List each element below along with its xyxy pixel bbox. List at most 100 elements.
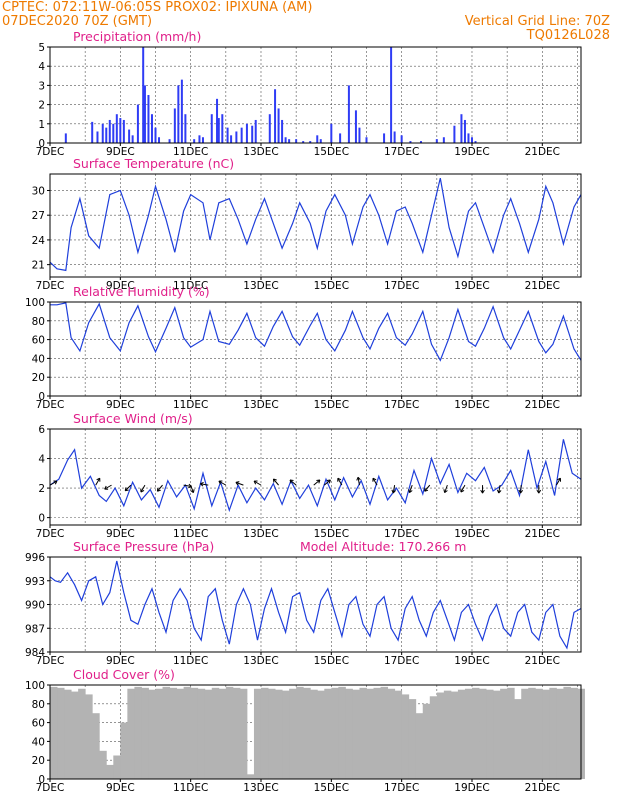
wind-vector (372, 477, 378, 486)
temp-panel: 21 24 27 30 7DEC 9DEC 11DEC 13DEC 15DEC 17DEC 19DE… (32, 156, 582, 292)
precip-bar (101, 123, 104, 143)
x-tick-label: 17DEC (384, 146, 419, 158)
wind-vector (313, 479, 321, 486)
cloud-bar (275, 689, 283, 779)
precip-bar (173, 108, 176, 143)
x-tick-label: 17DEC (384, 280, 419, 292)
x-tick-label: 15DEC (314, 528, 349, 540)
precip-bar (268, 114, 271, 143)
cloud-bar (366, 688, 374, 779)
wind-vector-head (391, 489, 396, 494)
cloud-bar (479, 688, 487, 779)
y-tick-label: 80 (32, 699, 45, 711)
precip-bar (193, 139, 196, 143)
cloud-title: Cloud Cover (%) (73, 667, 175, 682)
cloud-bar (148, 689, 156, 779)
wind-vector-head (337, 477, 342, 482)
cloud-bar (253, 688, 262, 779)
cloud-bar (162, 686, 171, 779)
precip-bar (142, 47, 145, 143)
cloud-bar (352, 689, 360, 779)
y-tick-label: 21 (32, 260, 45, 272)
cloud-panel: 0 20 40 60 80 100 7DEC 9DEC 11DEC 13DEC 15DEC 17DEC… (25, 667, 585, 794)
cloud-bar (549, 687, 557, 779)
x-tick-label: 9DEC (106, 528, 135, 540)
wind-vector (337, 477, 343, 486)
precip-bar (96, 131, 99, 143)
cloud-bar (113, 755, 121, 779)
header-run-date: 07DEC2020 70Z (GMT) (2, 14, 153, 29)
cloud-bar (289, 688, 297, 779)
cloud-bar (507, 687, 515, 779)
rh-series-line (50, 302, 582, 362)
x-tick-label: 7DEC (36, 399, 65, 411)
y-tick-label: 60 (32, 718, 45, 730)
wind-vector-head (460, 488, 465, 493)
cloud-bar (190, 687, 199, 779)
cloud-bar (155, 688, 163, 779)
x-tick-label: 13DEC (243, 782, 278, 794)
y-tick-label: 2 (38, 483, 45, 495)
temp-frame (49, 173, 582, 278)
wind-vector-head (496, 489, 502, 494)
x-tick-label: 17DEC (384, 528, 419, 540)
wind-vector (235, 481, 244, 486)
x-tick-label: 19DEC (454, 655, 489, 667)
wind-panel: 0 2 4 6 7DEC 9DEC 11DEC 13DEC 15DEC 17DEC 19DEC 21D… (36, 411, 582, 540)
cloud-bar (296, 686, 304, 779)
rh-panel: 0 20 40 60 80 100 7DEC 9DEC 11DEC 13DEC 15DEC 17DEC… (25, 284, 582, 411)
precip-bar (221, 114, 224, 143)
y-tick-label: 4 (38, 61, 45, 73)
header-model: TQ0126L028 (526, 28, 610, 43)
wind-vector-head (124, 487, 129, 492)
cloud-bar (218, 688, 227, 779)
cloud-bar (106, 764, 114, 779)
wind-vector (253, 480, 262, 486)
x-tick-label: 21DEC (525, 655, 560, 667)
cloud-bar (50, 686, 58, 779)
wind-vector (424, 484, 431, 492)
x-tick-label: 13DEC (243, 655, 278, 667)
wind-vector (357, 477, 360, 486)
header-grid-line: Vertical Grid Line: 70Z (464, 14, 610, 29)
precip-bar (64, 133, 67, 143)
wind-vector-head (289, 479, 294, 484)
wind-vector-head (326, 479, 331, 484)
wind-vector (140, 484, 146, 493)
y-tick-label: 4 (38, 454, 45, 466)
precip-bar (474, 141, 477, 143)
y-tick-label: 80 (32, 316, 45, 328)
precip-bar (112, 123, 115, 143)
cloud-bar (415, 713, 424, 779)
cloud-bar (542, 689, 550, 779)
x-tick-label: 15DEC (314, 655, 349, 667)
wind-vector-head (218, 480, 223, 485)
cloud-bar (78, 688, 86, 779)
wind-vector-head (190, 489, 195, 494)
cloud-bar (457, 689, 466, 779)
y-tick-label: 3 (38, 80, 45, 92)
x-tick-label: 13DEC (243, 146, 278, 158)
cloud-frame (49, 684, 582, 780)
precip-bar (154, 127, 157, 143)
x-tick-label: 21DEC (525, 399, 560, 411)
precip-bar (226, 127, 229, 143)
cloud-bar (310, 689, 318, 779)
wind-vector (273, 478, 279, 486)
wind-vector-head (200, 481, 204, 487)
wind-vector-head (156, 487, 161, 492)
wind-vector-head (480, 489, 485, 494)
precip-bar (91, 121, 94, 143)
cloud-bar (570, 687, 578, 779)
precip-bar (281, 119, 284, 143)
precip-bar (245, 123, 248, 143)
wind-vector-head (443, 489, 448, 494)
precip-bar (354, 110, 357, 143)
precip-bar (470, 137, 473, 143)
precip-bar (131, 135, 134, 143)
wind-vector-head (96, 477, 101, 482)
cloud-bar (373, 687, 382, 779)
y-tick-label: 24 (32, 235, 46, 247)
wind-vector-head (536, 489, 542, 494)
x-tick-label: 19DEC (454, 528, 489, 540)
